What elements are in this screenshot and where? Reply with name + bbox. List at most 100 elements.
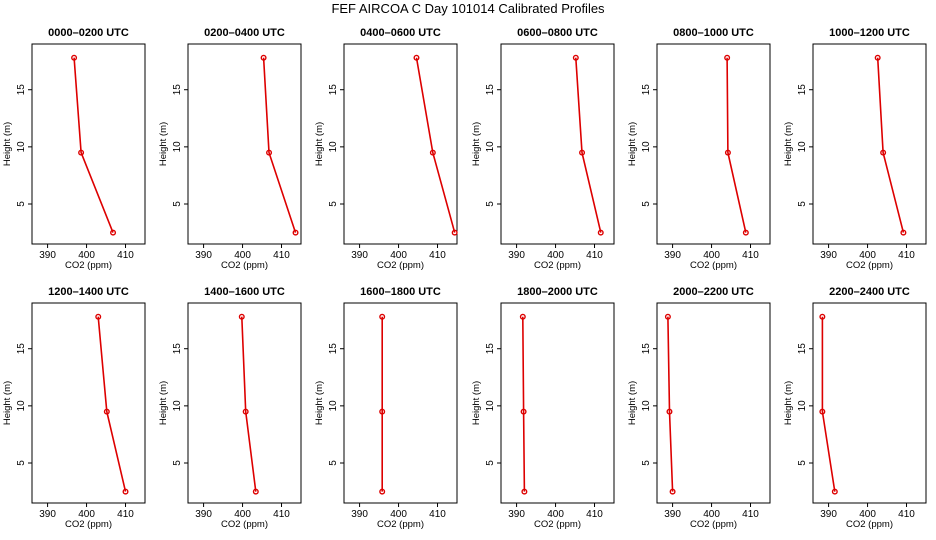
profile-line bbox=[876, 57, 905, 233]
x-tick-label: 400 bbox=[859, 250, 876, 261]
y-tick-label: 10 bbox=[485, 141, 496, 153]
x-tick-label: 410 bbox=[117, 509, 134, 520]
x-tick-label: 400 bbox=[78, 250, 95, 261]
plot-frame bbox=[31, 43, 146, 245]
profile-line bbox=[97, 316, 127, 492]
y-axis-label: Height (m) bbox=[783, 381, 794, 425]
x-tick-label: 390 bbox=[820, 509, 837, 520]
profile-line bbox=[726, 57, 747, 233]
panel-6: 1000–1200 UTC 390 400 410 5 10 15 CO2 (ppm) Heig… bbox=[783, 27, 927, 271]
data-point bbox=[874, 54, 881, 61]
x-tick-label: 410 bbox=[742, 250, 759, 261]
x-tick-label: 400 bbox=[547, 250, 564, 261]
data-point bbox=[579, 149, 586, 156]
panel-9: 1600–1800 UTC 390 400 410 5 10 15 CO2 (ppm) Heig… bbox=[314, 286, 458, 530]
x-axis-label: CO2 (ppm) bbox=[534, 260, 581, 271]
x-tick-label: 400 bbox=[703, 250, 720, 261]
data-point bbox=[103, 408, 110, 415]
x-tick-label: 390 bbox=[195, 509, 212, 520]
y-axis-label: Height (m) bbox=[158, 122, 169, 166]
y-tick-label: 15 bbox=[797, 84, 808, 96]
data-point bbox=[519, 313, 526, 320]
y-tick-label: 5 bbox=[16, 201, 27, 207]
y-tick-label: 10 bbox=[172, 141, 183, 153]
data-point bbox=[724, 149, 731, 156]
y-tick-label: 10 bbox=[641, 400, 652, 412]
y-axis-label: Height (m) bbox=[471, 122, 482, 166]
panel-10: 1800–2000 UTC 390 400 410 5 10 15 CO2 (ppm) Heig… bbox=[471, 286, 615, 530]
plot-frame bbox=[343, 302, 458, 504]
panel-title: 2200–2400 UTC bbox=[829, 286, 910, 298]
y-tick-label: 5 bbox=[328, 201, 339, 207]
y-axis-label: Height (m) bbox=[783, 122, 794, 166]
profile-line bbox=[522, 316, 526, 492]
data-point bbox=[78, 149, 85, 156]
data-point bbox=[379, 488, 386, 495]
x-tick-label: 390 bbox=[39, 250, 56, 261]
data-point bbox=[260, 54, 267, 61]
y-tick-label: 15 bbox=[328, 84, 339, 96]
figure-title: FEF AIRCOA C Day 101014 Calibrated Profi… bbox=[331, 1, 605, 16]
data-point bbox=[831, 488, 838, 495]
x-axis-label: CO2 (ppm) bbox=[221, 519, 268, 530]
y-axis-label: Height (m) bbox=[627, 381, 638, 425]
data-point bbox=[379, 408, 386, 415]
panel-title: 1200–1400 UTC bbox=[48, 286, 129, 298]
y-tick-label: 5 bbox=[485, 201, 496, 207]
x-tick-label: 410 bbox=[273, 509, 290, 520]
panel-title: 1800–2000 UTC bbox=[517, 286, 598, 298]
plot-frame bbox=[187, 43, 302, 245]
y-tick-label: 5 bbox=[485, 460, 496, 466]
data-point bbox=[122, 488, 129, 495]
x-tick-label: 410 bbox=[117, 250, 134, 261]
y-tick-label: 10 bbox=[485, 400, 496, 412]
y-tick-label: 15 bbox=[641, 343, 652, 355]
y-tick-label: 10 bbox=[328, 141, 339, 153]
x-tick-label: 410 bbox=[586, 509, 603, 520]
x-axis-label: CO2 (ppm) bbox=[846, 519, 893, 530]
plot-frame bbox=[31, 302, 146, 504]
panel-2: 0200–0400 UTC 390 400 410 5 10 15 CO2 (ppm) Heig… bbox=[158, 27, 302, 271]
panel-title: 0000–0200 UTC bbox=[48, 27, 129, 39]
y-tick-label: 15 bbox=[172, 343, 183, 355]
panel-3: 0400–0600 UTC 390 400 410 5 10 15 CO2 (ppm) Heig… bbox=[314, 27, 458, 271]
y-tick-label: 5 bbox=[16, 460, 27, 466]
y-tick-label: 15 bbox=[16, 84, 27, 96]
panel-title: 1400–1600 UTC bbox=[204, 286, 285, 298]
y-tick-label: 15 bbox=[16, 343, 27, 355]
data-point bbox=[572, 54, 579, 61]
x-tick-label: 400 bbox=[78, 509, 95, 520]
x-tick-label: 390 bbox=[508, 509, 525, 520]
y-tick-label: 10 bbox=[16, 400, 27, 412]
data-point bbox=[520, 408, 527, 415]
y-tick-label: 10 bbox=[797, 141, 808, 153]
x-axis-label: CO2 (ppm) bbox=[65, 519, 112, 530]
x-tick-label: 410 bbox=[742, 509, 759, 520]
x-tick-label: 410 bbox=[429, 250, 446, 261]
panel-1: 0000–0200 UTC 390 400 410 5 10 15 CO2 (ppm) Heig… bbox=[2, 27, 146, 271]
data-point bbox=[71, 54, 78, 61]
x-tick-label: 410 bbox=[273, 250, 290, 261]
y-tick-label: 5 bbox=[172, 460, 183, 466]
x-tick-label: 390 bbox=[664, 509, 681, 520]
panel-title: 0200–0400 UTC bbox=[204, 27, 285, 39]
plot-frame bbox=[500, 43, 615, 245]
profile-line bbox=[821, 316, 836, 492]
x-tick-label: 390 bbox=[664, 250, 681, 261]
data-point bbox=[110, 229, 117, 236]
x-axis-label: CO2 (ppm) bbox=[65, 260, 112, 271]
plot-frame bbox=[812, 302, 927, 504]
x-tick-label: 410 bbox=[429, 509, 446, 520]
panel-grid: 0000–0200 UTC 390 400 410 5 10 15 CO2 (ppm) Heig… bbox=[2, 27, 927, 530]
y-tick-label: 5 bbox=[641, 201, 652, 207]
data-point bbox=[429, 149, 436, 156]
panel-title: 0800–1000 UTC bbox=[673, 27, 754, 39]
x-tick-label: 400 bbox=[547, 509, 564, 520]
x-tick-label: 400 bbox=[859, 509, 876, 520]
panel-4: 0600–0800 UTC 390 400 410 5 10 15 CO2 (ppm) Heig… bbox=[471, 27, 615, 271]
y-axis-label: Height (m) bbox=[314, 122, 325, 166]
panel-12: 2200–2400 UTC 390 400 410 5 10 15 CO2 (ppm) Heig… bbox=[783, 286, 927, 530]
x-tick-label: 400 bbox=[234, 250, 251, 261]
x-axis-label: CO2 (ppm) bbox=[221, 260, 268, 271]
